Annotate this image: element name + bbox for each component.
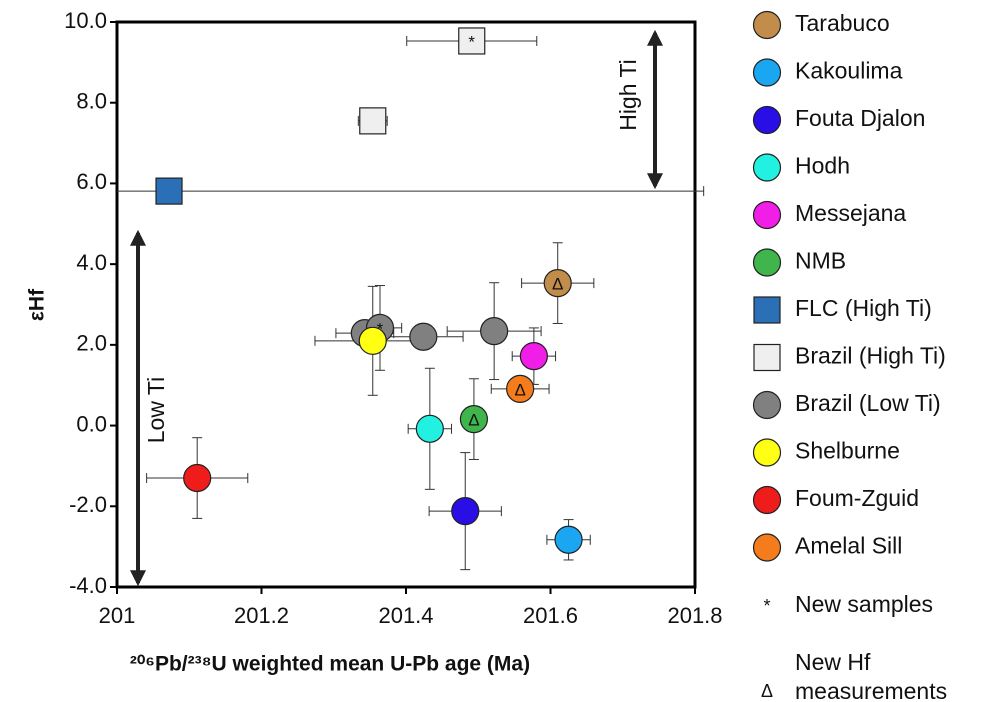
legend-label: FLC (High Ti) bbox=[795, 295, 932, 321]
legend-label: Foum-Zguid bbox=[795, 485, 919, 511]
legend-symbol: * bbox=[763, 596, 770, 616]
legend-label-text: New Hf measurements bbox=[795, 649, 948, 702]
legend-label: Brazil (High Ti) bbox=[795, 343, 946, 369]
point bbox=[506, 374, 535, 403]
legend-label: Messejana bbox=[795, 200, 906, 226]
plot-frame bbox=[115, 20, 697, 589]
legend-label: Amelal Sill bbox=[795, 533, 902, 559]
legend-label-text: New samples bbox=[795, 591, 934, 617]
legend-symbol: Δ bbox=[761, 681, 773, 701]
x-tick-label: 201.2 bbox=[234, 603, 289, 628]
point bbox=[183, 463, 212, 493]
legend-marker bbox=[752, 200, 782, 230]
legend-marker bbox=[752, 153, 782, 182]
point-symbol: Δ bbox=[552, 275, 563, 294]
y-tick-label: 4.0 bbox=[76, 250, 107, 275]
point bbox=[358, 326, 387, 355]
legend-marker bbox=[752, 485, 782, 515]
y-axis-label: εHf bbox=[26, 288, 49, 321]
legend-marker bbox=[752, 438, 782, 467]
legend-label: Brazil (Low Ti) bbox=[795, 390, 941, 416]
point bbox=[480, 317, 509, 346]
legend-marker bbox=[752, 58, 782, 87]
annotation: High Ti bbox=[615, 59, 641, 131]
legend-marker bbox=[752, 105, 782, 135]
legend-label: Fouta Djalon bbox=[795, 105, 925, 131]
y-tick-label: 10.0 bbox=[64, 8, 107, 33]
x-axis-label: ²⁰⁶Pb/²³⁸U weighted mean U-Pb age (Ma) bbox=[130, 653, 530, 676]
legend-label: NMB bbox=[795, 248, 846, 274]
point bbox=[415, 414, 444, 443]
error-bars bbox=[117, 35, 705, 571]
point bbox=[155, 177, 183, 205]
legend-label: New Hf measurements bbox=[795, 649, 948, 702]
y-tick-label: -2.0 bbox=[69, 492, 107, 517]
y-tick-label: 8.0 bbox=[76, 89, 107, 114]
point bbox=[543, 269, 572, 298]
legend-label: Hodh bbox=[795, 153, 850, 179]
y-tick-label: 2.0 bbox=[76, 331, 107, 356]
x-tick-label: 201.6 bbox=[523, 603, 578, 628]
legend-label: New samples bbox=[795, 591, 934, 617]
point-symbol: Δ bbox=[514, 380, 525, 399]
point-symbol: * bbox=[468, 32, 475, 51]
point bbox=[554, 525, 583, 554]
point bbox=[458, 27, 486, 55]
point bbox=[409, 322, 438, 351]
x-tick-label: 201.8 bbox=[667, 603, 722, 628]
x-tick-label: 201.4 bbox=[378, 603, 433, 628]
point-symbol: Δ bbox=[468, 411, 479, 430]
legend-label: Shelburne bbox=[795, 438, 900, 464]
x-tick-label: 201 bbox=[99, 603, 136, 628]
legend-label: Kakoulima bbox=[795, 58, 903, 84]
annotation: Low Ti bbox=[143, 377, 169, 443]
legend-marker bbox=[753, 296, 781, 324]
point bbox=[519, 342, 548, 371]
point bbox=[451, 497, 480, 526]
y-tick-label: 6.0 bbox=[76, 169, 107, 194]
legend-marker bbox=[752, 248, 782, 277]
legend-label: Tarabuco bbox=[795, 10, 890, 36]
legend-marker bbox=[752, 10, 782, 40]
legend-marker bbox=[752, 390, 782, 420]
point bbox=[459, 405, 489, 434]
point bbox=[359, 107, 387, 135]
y-tick-label: -4.0 bbox=[69, 573, 107, 598]
legend-marker bbox=[753, 343, 781, 372]
y-tick-label: 0.0 bbox=[76, 411, 107, 436]
legend-marker bbox=[752, 533, 782, 562]
